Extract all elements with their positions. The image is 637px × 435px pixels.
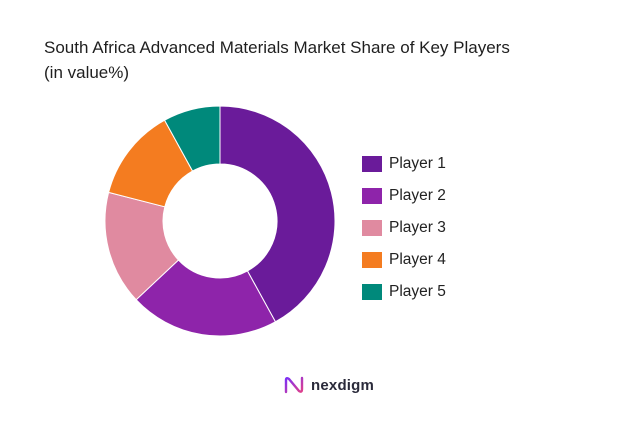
legend-label: Player 4: [389, 251, 446, 268]
legend-label: Player 5: [389, 283, 446, 300]
chart-title-line-1: South Africa Advanced Materials Market S…: [44, 38, 510, 57]
legend-swatch: [362, 252, 382, 268]
donut-slice-player-1: [219, 105, 336, 323]
legend-label: Player 3: [389, 219, 446, 236]
legend-swatch: [362, 220, 382, 236]
chart-legend: Player 1 Player 2 Player 3 Player 4 Player 5: [362, 153, 446, 313]
legend-item-player-1: Player 1: [362, 153, 446, 175]
donut-slice-player-2: [135, 259, 277, 337]
legend-item-player-5: Player 5: [362, 281, 446, 303]
donut-slice-player-5: [163, 105, 221, 172]
legend-swatch: [362, 284, 382, 300]
chart-title: South Africa Advanced Materials Market S…: [44, 35, 604, 85]
legend-item-player-3: Player 3: [362, 217, 446, 239]
brand: nexdigm: [283, 374, 374, 396]
legend-swatch: [362, 156, 382, 172]
legend-label: Player 2: [389, 187, 446, 204]
chart-title-line-2: (in value%): [44, 63, 130, 82]
legend-item-player-4: Player 4: [362, 249, 446, 271]
legend-label: Player 1: [389, 155, 446, 172]
legend-item-player-2: Player 2: [362, 185, 446, 207]
legend-swatch: [362, 188, 382, 204]
nexdigm-logo-icon: [284, 376, 304, 394]
brand-name: nexdigm: [311, 376, 375, 394]
